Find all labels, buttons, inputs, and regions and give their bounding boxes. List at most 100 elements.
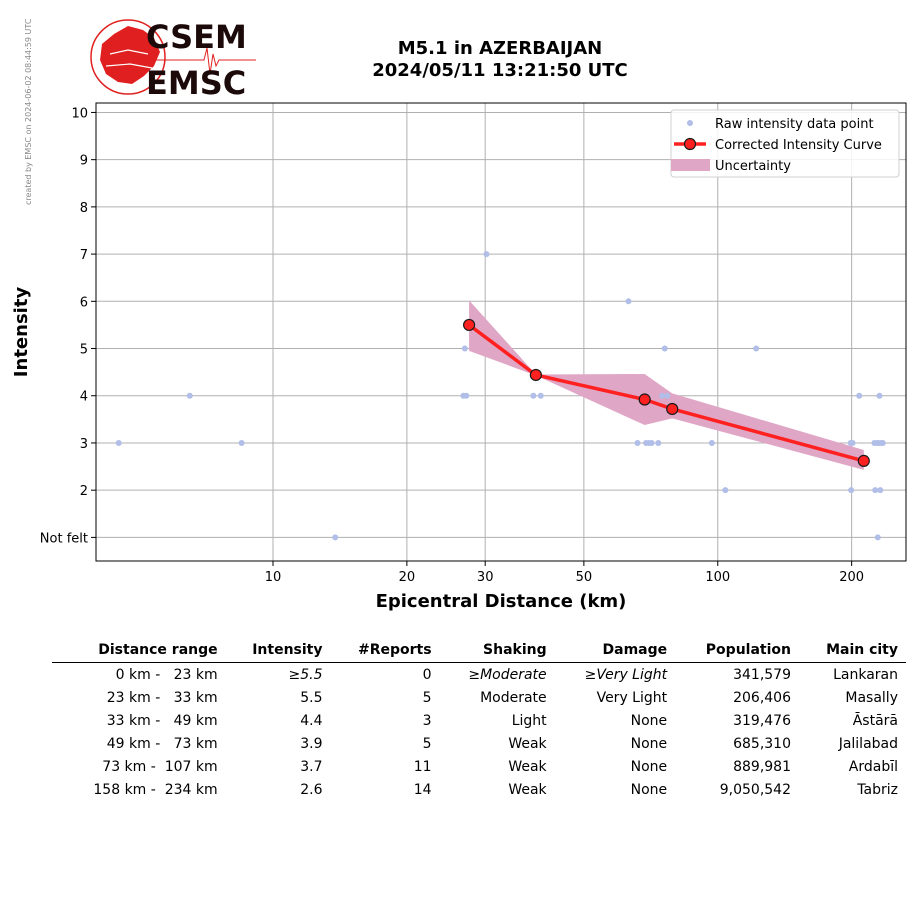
y-tick-label: 10 — [71, 106, 88, 121]
cell-city: Lankaran — [833, 667, 898, 683]
cell-population: 9,050,542 — [719, 782, 791, 798]
y-tick-label: 3 — [80, 437, 88, 452]
raw-data-point — [661, 345, 668, 352]
raw-data-point — [238, 439, 245, 446]
legend-label: Raw intensity data point — [715, 117, 874, 132]
cell-reports: 14 — [413, 782, 432, 798]
chart-title: M5.1 in AZERBAIJAN — [397, 38, 603, 59]
table-row: 33 km - 49 km 4.4 3 Light None 319,476 Ā… — [52, 709, 906, 732]
raw-data-point — [877, 487, 884, 494]
raw-data-point — [659, 392, 666, 399]
logo-top-text: CSEM — [146, 18, 247, 56]
raw-data-point — [708, 439, 715, 446]
cell-city: Jalilabad — [838, 736, 898, 752]
cell-damage: None — [630, 759, 668, 775]
x-tick-label: 50 — [576, 570, 593, 585]
cell-distance: 23 km - 33 km — [106, 690, 218, 706]
corrected-curve-point — [529, 368, 542, 382]
cell-intensity: 2.6 — [300, 782, 323, 798]
x-tick-label: 200 — [839, 570, 864, 585]
y-tick-label: Not felt — [40, 531, 88, 546]
cell-population: 685,310 — [733, 736, 791, 752]
legend-point-icon — [687, 120, 693, 126]
raw-data-point — [537, 392, 544, 399]
creation-stamp-text: created by EMSC on 2024-06-02 08:44:59 U… — [24, 18, 33, 205]
cell-shaking: Moderate — [480, 690, 547, 706]
cell-shaking: Weak — [508, 736, 547, 752]
raw-data-point — [186, 392, 193, 399]
legend-band-icon — [671, 159, 710, 171]
cell-reports: 0 — [422, 667, 432, 683]
cell-reports: 3 — [422, 713, 432, 729]
cell-intensity: 3.7 — [300, 759, 323, 775]
table-header-reports: #Reports — [330, 638, 440, 663]
cell-reports: 11 — [413, 759, 432, 775]
raw-data-point — [722, 487, 729, 494]
raw-data-point — [655, 439, 662, 446]
raw-data-point — [874, 534, 881, 541]
y-tick-label: 7 — [80, 248, 88, 263]
table-header-population: Population — [675, 638, 799, 663]
raw-data-point — [461, 345, 468, 352]
cell-damage: Very Light — [596, 690, 668, 706]
table-header-damage: Damage — [554, 638, 676, 663]
cell-intensity: ≥5.5 — [288, 667, 323, 683]
intensity-table: Distance range Intensity #Reports Shakin… — [52, 638, 906, 801]
uncertainty-band — [469, 300, 864, 470]
cell-city: Masally — [845, 690, 898, 706]
seismogram-icon — [146, 47, 256, 75]
cell-distance: 49 km - 73 km — [106, 736, 218, 752]
table-header-shaking: Shaking — [439, 638, 555, 663]
raw-data-point — [879, 439, 886, 446]
cell-damage: None — [630, 736, 668, 752]
table-row: 49 km - 73 km 3.9 5 Weak None 685,310 Ja… — [52, 732, 906, 755]
raw-data-point — [115, 439, 122, 446]
cell-shaking: ≥Moderate — [468, 667, 547, 683]
cell-distance: 158 km - 234 km — [93, 782, 218, 798]
emsc-logo: CSEM EMSC — [90, 18, 256, 100]
legend-label: Uncertainty — [715, 159, 791, 174]
raw-data-point — [872, 487, 879, 494]
y-tick-label: 9 — [80, 154, 88, 169]
raw-data-point — [530, 392, 537, 399]
cell-population: 889,981 — [733, 759, 791, 775]
legend-curve-marker — [683, 137, 697, 151]
raw-data-point — [849, 439, 856, 446]
raw-data-point — [483, 251, 490, 258]
cell-damage: ≥Very Light — [584, 667, 668, 683]
legend-box — [670, 109, 900, 178]
table-row: 23 km - 33 km 5.5 5 Moderate Very Light … — [52, 686, 906, 709]
raw-data-point — [664, 392, 671, 399]
chart-subtitle: 2024/05/11 13:21:50 UTC — [372, 60, 628, 81]
cell-city: Tabriz — [857, 782, 898, 798]
cell-intensity: 3.9 — [300, 736, 323, 752]
cell-population: 341,579 — [733, 667, 791, 683]
intensity-chart: 10 20 30 50 100 200 Not felt 2 3 4 5 6 7 8 9 10 Epicentr… — [11, 102, 907, 612]
raw-data-point — [848, 487, 855, 494]
x-tick-label: 20 — [399, 570, 416, 585]
cell-intensity: 5.5 — [300, 690, 323, 706]
legend-label: Corrected Intensity Curve — [715, 138, 882, 153]
y-tick-label: 4 — [80, 390, 88, 405]
raw-data-point — [753, 345, 760, 352]
x-tick-label: 10 — [265, 570, 282, 585]
raw-data-point — [856, 392, 863, 399]
raw-data-point — [634, 439, 641, 446]
table-header-city: Main city — [799, 638, 906, 663]
cell-reports: 5 — [422, 690, 432, 706]
y-tick-label: 8 — [80, 201, 88, 216]
cell-population: 319,476 — [733, 713, 791, 729]
table-row: 0 km - 23 km ≥5.5 0 ≥Moderate ≥Very Ligh… — [52, 663, 906, 687]
cell-intensity: 4.4 — [300, 713, 323, 729]
raw-data-point — [332, 534, 339, 541]
y-tick-label: 2 — [80, 484, 88, 499]
table-header-distance: Distance range — [52, 638, 226, 663]
cell-city: Āstārā — [852, 713, 898, 729]
table-row: 158 km - 234 km 2.6 14 Weak None 9,050,5… — [52, 778, 906, 801]
cell-shaking: Weak — [508, 782, 547, 798]
table-header-row: Distance range Intensity #Reports Shakin… — [52, 638, 906, 663]
cell-distance: 73 km - 107 km — [102, 759, 218, 775]
raw-data-point — [463, 392, 470, 399]
cell-shaking: Light — [511, 713, 547, 729]
cell-distance: 0 km - 23 km — [115, 667, 218, 683]
